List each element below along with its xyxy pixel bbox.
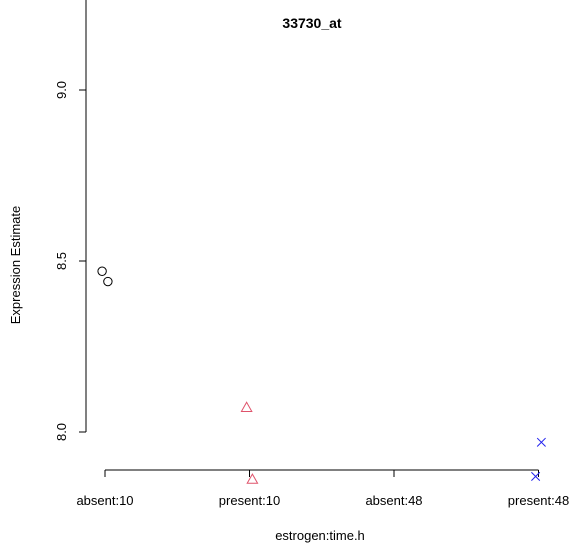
data-point-circle [97,266,107,276]
y-axis: 8.08.59.09.510.0 [54,0,87,441]
x-tick-label: absent:48 [365,493,422,508]
data-point-triangle [240,401,253,412]
data-point-cross [536,437,546,447]
y-tick-label: 9.0 [54,81,69,99]
data-point-triangle [246,473,259,484]
x-tick-label: absent:10 [76,493,133,508]
y-axis-label: Expression Estimate [8,206,23,325]
x-axis-label: estrogen:time.h [275,528,365,543]
x-axis: absent:10 present:10 absent:48 present:48 [76,469,569,508]
chart-title: 33730_at [282,15,342,31]
x-tick-label: present:10 [219,493,280,508]
y-tick-label: 8.5 [54,252,69,270]
data-points [97,266,546,484]
y-tick-label: 8.0 [54,423,69,441]
data-point-circle [103,276,113,287]
x-tick-label: present:48 [508,493,569,508]
data-point-cross [531,471,541,482]
